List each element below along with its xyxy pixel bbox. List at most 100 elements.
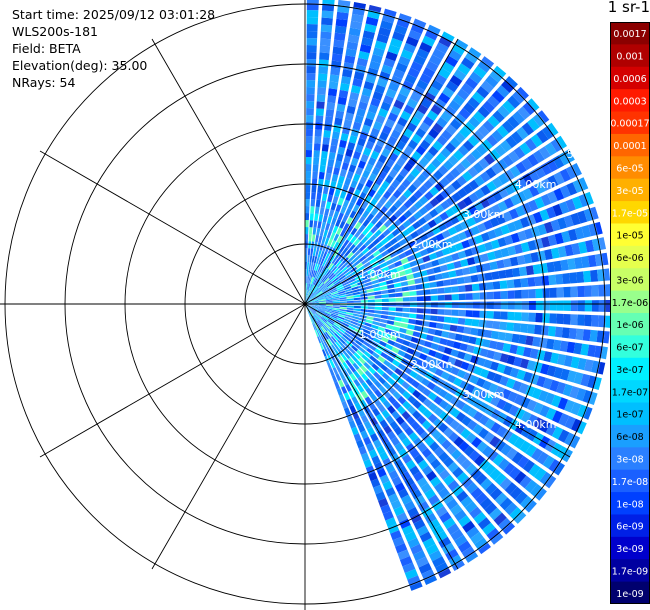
range-gate xyxy=(558,429,570,443)
range-gate xyxy=(397,549,410,560)
range-gate xyxy=(403,145,414,156)
range-gate xyxy=(310,248,314,256)
range-gate xyxy=(499,321,508,331)
range-gate xyxy=(371,261,380,268)
range-gate xyxy=(380,237,389,245)
range-gate xyxy=(323,340,329,348)
range-gate xyxy=(385,343,394,351)
colorbar-label-bg xyxy=(612,183,648,196)
range-gate xyxy=(468,336,477,345)
range-gate xyxy=(325,309,333,312)
range-gate xyxy=(361,37,374,47)
range-gate xyxy=(362,275,370,281)
range-gate xyxy=(352,313,360,317)
range-gate xyxy=(372,351,380,359)
range-gate xyxy=(416,242,426,251)
range-gate xyxy=(369,327,378,334)
range-gate xyxy=(321,193,328,202)
range-gate xyxy=(507,301,515,310)
range-gate xyxy=(385,368,394,377)
range-gate xyxy=(493,227,504,238)
range-gate xyxy=(458,301,466,309)
range-gate xyxy=(373,484,384,495)
range-gate xyxy=(336,243,343,251)
range-gate xyxy=(406,385,416,395)
range-gate xyxy=(443,456,454,468)
ray xyxy=(305,31,455,304)
range-gate xyxy=(351,426,359,436)
range-gate xyxy=(335,18,348,28)
range-gate xyxy=(383,95,394,105)
ray xyxy=(305,304,565,476)
range-gate xyxy=(353,300,361,303)
range-gate xyxy=(309,309,315,316)
range-gate xyxy=(427,85,440,97)
range-gate xyxy=(364,396,373,405)
range-gate xyxy=(528,169,540,182)
colorbar-label: 3e-07 xyxy=(616,365,643,376)
range-gate xyxy=(512,111,525,125)
range-gate xyxy=(392,277,401,284)
data-rays xyxy=(305,0,610,591)
range-gate xyxy=(351,246,359,254)
range-gate xyxy=(449,118,462,131)
range-gate xyxy=(381,298,389,303)
range-gate xyxy=(331,310,339,314)
range-gate xyxy=(601,252,609,266)
range-gate xyxy=(456,325,465,334)
range-gate xyxy=(325,109,335,118)
range-gate xyxy=(489,507,503,521)
range-gate xyxy=(412,399,422,409)
range-gate xyxy=(421,223,431,232)
range-gate xyxy=(319,283,325,289)
range-gate xyxy=(337,197,345,206)
range-gate xyxy=(423,239,432,248)
range-gate xyxy=(309,276,312,284)
range-gate xyxy=(414,278,423,284)
range-gate xyxy=(374,334,383,340)
range-gate xyxy=(330,314,338,319)
range-gate xyxy=(416,48,430,60)
range-gate xyxy=(337,339,344,347)
range-gate xyxy=(588,223,598,237)
range-gate xyxy=(477,222,487,233)
range-gate xyxy=(382,190,392,200)
range-gate xyxy=(434,98,447,110)
range-gate xyxy=(325,331,331,339)
range-gate xyxy=(322,276,329,283)
range-gate xyxy=(328,318,335,324)
range-gate xyxy=(360,200,369,210)
range-gate xyxy=(321,326,327,333)
range-gate xyxy=(315,312,322,318)
range-gate xyxy=(367,309,375,314)
range-gate xyxy=(438,469,451,481)
range-gate xyxy=(316,280,322,287)
range-gate xyxy=(329,264,336,271)
range-gate xyxy=(392,536,405,547)
range-gate xyxy=(307,276,310,284)
range-gate xyxy=(524,138,537,152)
range-gate xyxy=(549,287,557,298)
range-gate xyxy=(347,251,354,259)
range-gate xyxy=(577,210,588,224)
range-gate xyxy=(426,268,435,275)
range-gate xyxy=(357,423,366,433)
range-gate xyxy=(431,429,442,440)
colorbar-label-bg xyxy=(612,430,648,443)
range-gate xyxy=(472,162,484,174)
range-gate xyxy=(397,395,407,405)
range-gate xyxy=(316,101,325,109)
range-gate xyxy=(331,53,343,62)
range-gate xyxy=(564,415,576,430)
colorbar-label-bg xyxy=(612,273,648,286)
colorbar-label: 1e-08 xyxy=(616,499,643,510)
range-gate xyxy=(357,384,365,393)
range-gate xyxy=(336,271,343,278)
range-gate xyxy=(358,287,367,292)
range-gate xyxy=(369,60,381,71)
range-gate xyxy=(329,337,335,345)
range-gate xyxy=(543,351,553,363)
range-gate xyxy=(358,50,370,60)
range-gate xyxy=(331,60,342,69)
range-gate xyxy=(321,236,326,244)
